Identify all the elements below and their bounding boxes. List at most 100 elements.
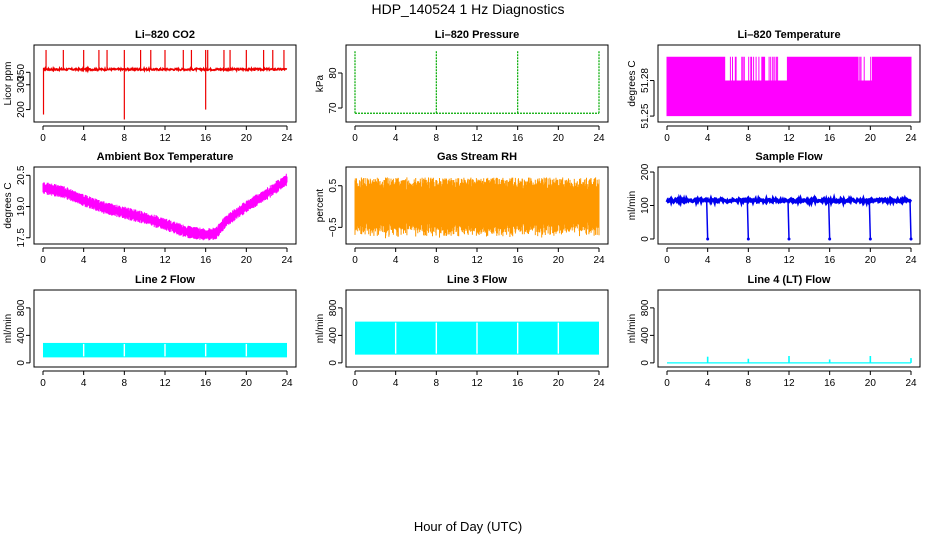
x-axis: 0 4 8 12 16 20 24 bbox=[664, 125, 917, 144]
x-tick-label: 0 bbox=[664, 255, 670, 266]
y-axis: 0 400 800 bbox=[16, 299, 31, 366]
plot-frame bbox=[657, 44, 921, 123]
x-tick-label: 4 bbox=[705, 378, 711, 389]
x-tick-label: 16 bbox=[512, 133, 524, 144]
panel-title: Li–820 CO2 bbox=[135, 29, 195, 41]
y-axis: 51.25 51.28 bbox=[640, 68, 655, 129]
x-tick-label: 12 bbox=[471, 133, 483, 144]
x-tick-label: 24 bbox=[593, 133, 605, 144]
plot-frame bbox=[33, 289, 297, 368]
series-pressure bbox=[354, 50, 600, 114]
y-axis-label: Licor ppm bbox=[3, 62, 14, 106]
series-sample_flow bbox=[665, 193, 913, 241]
figure-title: HDP_140524 1 Hz Diagnostics bbox=[372, 1, 565, 17]
x-tick-label: 16 bbox=[824, 133, 836, 144]
x-tick-label: 24 bbox=[281, 133, 293, 144]
x-tick-label: 20 bbox=[865, 133, 877, 144]
x-tick-label: 24 bbox=[905, 378, 917, 389]
y-tick-label: 0 bbox=[640, 360, 651, 366]
x-tick-label: 4 bbox=[81, 133, 87, 144]
x-tick-label: 20 bbox=[241, 255, 253, 266]
y-axis-label: degrees C bbox=[3, 182, 14, 228]
plot-frame bbox=[33, 44, 297, 123]
x-tick-label: 20 bbox=[865, 255, 877, 266]
x-tick-label: 16 bbox=[512, 255, 524, 266]
x-tick-label: 20 bbox=[553, 255, 565, 266]
x-tick-label: 8 bbox=[434, 133, 440, 144]
x-tick-label: 8 bbox=[122, 133, 128, 144]
panel-title: Li–820 Pressure bbox=[435, 29, 519, 41]
y-tick-label: 20.5 bbox=[16, 165, 27, 185]
y-axis: 0 400 800 bbox=[328, 299, 343, 366]
y-tick-label: 400 bbox=[328, 327, 339, 344]
x-tick-label: 0 bbox=[664, 133, 670, 144]
sample-flow-dip bbox=[868, 200, 872, 239]
sample-flow-dip bbox=[827, 200, 831, 239]
x-tick-label: 12 bbox=[783, 255, 795, 266]
x-tick-label: 16 bbox=[824, 378, 836, 389]
sample-flow-dip-point bbox=[706, 237, 710, 241]
x-tick-label: 16 bbox=[200, 378, 212, 389]
x-axis: 0 4 8 12 16 20 24 bbox=[40, 370, 293, 389]
y-tick-label: 200 bbox=[16, 101, 27, 118]
x-tick-label: 24 bbox=[281, 255, 293, 266]
x-tick-label: 0 bbox=[664, 378, 670, 389]
y-tick-label: 400 bbox=[16, 327, 27, 344]
sample-flow-dip-point bbox=[787, 237, 791, 241]
x-axis: 0 4 8 12 16 20 24 bbox=[40, 125, 293, 144]
x-tick-label: 4 bbox=[393, 133, 399, 144]
y-axis-label: degrees C bbox=[627, 60, 638, 106]
li-temp-series bbox=[666, 56, 912, 117]
series-li_temp bbox=[666, 56, 912, 117]
y-tick-label: 300 bbox=[16, 76, 27, 93]
x-tick-label: 24 bbox=[905, 133, 917, 144]
x-tick-label: 12 bbox=[159, 255, 171, 266]
x-tick-label: 8 bbox=[746, 378, 752, 389]
sample-flow-dip-point bbox=[868, 237, 872, 241]
y-axis: 17.5 19.0 20.5 bbox=[16, 165, 31, 247]
y-axis-label: kPa bbox=[315, 74, 326, 92]
panel-title: Line 3 Flow bbox=[447, 274, 507, 286]
x-tick-label: 20 bbox=[241, 378, 253, 389]
x-tick-label: 12 bbox=[159, 378, 171, 389]
y-tick-label: 800 bbox=[640, 299, 651, 316]
y-tick-label: 80 bbox=[328, 67, 339, 79]
plot-frame bbox=[345, 44, 609, 123]
sample-flow-dip bbox=[787, 200, 790, 239]
rh-series bbox=[354, 177, 600, 239]
series-box_temp bbox=[42, 173, 288, 241]
x-tick-label: 8 bbox=[746, 255, 752, 266]
series-rh bbox=[354, 177, 600, 239]
x-tick-label: 20 bbox=[865, 378, 877, 389]
series-line2 bbox=[43, 342, 287, 358]
x-tick-label: 8 bbox=[122, 255, 128, 266]
plot-frame bbox=[657, 289, 921, 368]
x-tick-label: 20 bbox=[241, 133, 253, 144]
series-line3 bbox=[355, 321, 599, 355]
sample-flow-dip-point bbox=[909, 237, 913, 241]
x-tick-label: 12 bbox=[471, 378, 483, 389]
x-tick-label: 24 bbox=[593, 378, 605, 389]
y-axis-label: ml/min bbox=[3, 314, 14, 343]
panel-li_temp: Li–820 Temperature 0 4 8 12 16 20 24 51.25 51.28d… bbox=[627, 29, 921, 144]
panel-title: Line 2 Flow bbox=[135, 274, 195, 286]
y-axis-label: ml/min bbox=[315, 314, 326, 343]
x-tick-label: 4 bbox=[81, 255, 87, 266]
x-tick-label: 16 bbox=[200, 133, 212, 144]
y-tick-label: 0.5 bbox=[328, 178, 339, 192]
series-co2 bbox=[42, 49, 288, 120]
x-tick-label: 4 bbox=[705, 255, 711, 266]
x-tick-label: 8 bbox=[122, 378, 128, 389]
y-axis-label: ml/min bbox=[627, 314, 638, 343]
x-tick-label: 20 bbox=[553, 133, 565, 144]
x-axis: 0 4 8 12 16 20 24 bbox=[352, 370, 605, 389]
y-axis-label: ml/min bbox=[627, 191, 638, 220]
x-tick-label: 0 bbox=[352, 378, 358, 389]
panel-box_temp: Ambient Box Temperature 0 4 8 12 16 20 24 17.5 19… bbox=[3, 151, 297, 266]
